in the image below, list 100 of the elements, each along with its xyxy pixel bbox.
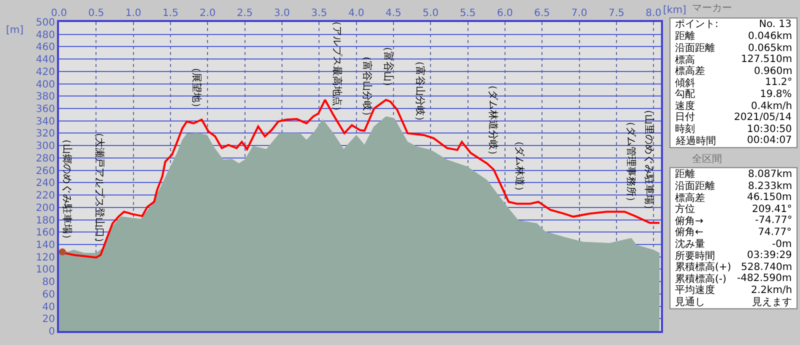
y-tick-label: 480 <box>36 30 55 41</box>
y-tick-label: 120 <box>36 252 55 264</box>
y-tick-label: 440 <box>36 54 55 66</box>
text: 標高差 <box>675 192 705 204</box>
x-tick-label: 7.0 <box>571 8 588 19</box>
text: 見えます <box>752 297 792 308</box>
x-tick-label: 4.5 <box>385 8 402 19</box>
text: 時刻 <box>675 123 695 135</box>
x-tick-label: 6.5 <box>534 8 550 19</box>
x-tick-label: 8.0 <box>646 8 662 19</box>
text: 俯角← <box>675 226 704 238</box>
x-tick-label: 7.5 <box>608 8 624 19</box>
y-tick-label: 340 <box>36 116 55 128</box>
x-tick-label: 6.0 <box>496 8 513 19</box>
text: 沿面距離 <box>675 42 715 54</box>
annotation: （ダム林道分岐） <box>486 80 499 160</box>
text: 平均速度 <box>675 284 715 296</box>
y-tick-label: 160 <box>36 228 55 239</box>
y-tick-label: 60 <box>42 289 55 300</box>
text: 19.8% <box>760 89 792 100</box>
y-tick-label: 460 <box>36 42 55 54</box>
text: 2021/05/14 <box>734 112 792 123</box>
text: 74.77° <box>758 227 792 238</box>
y-tick-label: 180 <box>36 215 55 226</box>
annotation: （山里のめぐみ駐車場） <box>643 104 656 215</box>
y-tick-label: 100 <box>36 264 55 276</box>
x-tick-label: 3.0 <box>274 8 290 19</box>
x-tick-label: 0.5 <box>88 8 104 19</box>
text: 8.087km <box>748 169 792 180</box>
text: 528.740m <box>741 262 792 273</box>
text: 0.4km/h <box>751 101 792 112</box>
text: 2.2km/h <box>751 285 792 296</box>
text: -0m <box>772 239 792 250</box>
annotation: （展望地） <box>190 62 202 112</box>
text: -482.590m <box>737 273 792 284</box>
text: 127.510m <box>741 54 792 65</box>
text: 標高差 <box>675 65 705 77</box>
text: 方位 <box>675 203 695 215</box>
y-axis-title: [m] <box>6 25 24 36</box>
text: ポイント: <box>675 19 718 30</box>
annotation: （アルプス最高地点） <box>331 16 344 116</box>
text: 00:04:07 <box>747 135 792 146</box>
x-tick-label: 5.0 <box>422 8 439 19</box>
annotation: （ダム管理事務所） <box>625 116 638 207</box>
x-tick-label: 5.5 <box>460 8 476 19</box>
y-tick-label: 40 <box>42 302 55 313</box>
annotation: （富谷山分岐） <box>414 56 426 126</box>
text: 8.233km <box>748 181 792 192</box>
text: 所要時間 <box>675 250 715 262</box>
text: 10:30:50 <box>747 124 792 135</box>
text: 標高 <box>675 54 695 66</box>
annotation: （ダム林道） <box>513 136 526 196</box>
text: 全区間 <box>692 153 722 165</box>
y-tick-label: 320 <box>36 128 55 140</box>
y-tick-label: 260 <box>36 166 55 177</box>
y-tick-label: 0 <box>48 326 55 338</box>
annotation: （大瀬戸アルプス登山口） <box>93 128 106 248</box>
y-tick-label: 200 <box>36 202 55 214</box>
y-tick-label: 420 <box>36 66 55 78</box>
annotation: （富谷山） <box>382 42 394 92</box>
annotation: （富谷山分岐） <box>360 51 373 122</box>
text: No. 13 <box>759 19 792 30</box>
x-tick-label: 2.5 <box>236 8 253 19</box>
y-tick-label: 80 <box>42 277 55 288</box>
y-tick-label: 240 <box>36 178 55 190</box>
text: 勾配 <box>675 88 695 100</box>
text: マーカー <box>692 3 732 14</box>
text: 距離 <box>675 168 695 180</box>
y-tick-label: 280 <box>36 153 55 164</box>
y-tick-label: 500 <box>36 18 55 28</box>
x-tick-label: 0.0 <box>51 8 67 19</box>
text: 距離 <box>675 30 695 42</box>
x-tick-label: 1.0 <box>125 8 142 19</box>
y-tick-label: 380 <box>36 92 55 103</box>
text: -74.77° <box>755 215 792 226</box>
text: 俯角→ <box>675 215 704 227</box>
text: 見通し <box>675 296 705 308</box>
x-tick-label: 3.5 <box>311 8 328 19</box>
y-tick-label: 220 <box>36 190 55 202</box>
text: 日付 <box>675 112 695 123</box>
x-axis-title: [km] <box>663 5 686 16</box>
x-tick-label: 4.0 <box>348 8 364 19</box>
text: 11.2° <box>765 77 792 88</box>
text: 209.41° <box>752 204 792 215</box>
y-tick-label: 20 <box>42 314 55 326</box>
text: 累積標高(+) <box>675 261 732 273</box>
text: 沈み量 <box>675 238 705 250</box>
y-tick-label: 400 <box>36 79 55 90</box>
annotation: （山郷のめぐみ駐車場） <box>60 134 73 244</box>
y-tick-label: 360 <box>36 104 55 116</box>
text: 累積標高(-) <box>675 273 727 285</box>
text: 傾斜 <box>675 77 695 89</box>
x-tick-label: 2.0 <box>200 8 216 19</box>
text: 速度 <box>675 100 695 112</box>
x-tick-label: 1.5 <box>162 8 178 19</box>
text: 沿面距離 <box>675 180 715 192</box>
text: 経過時間 <box>675 135 716 147</box>
text: 03:39:29 <box>747 250 792 261</box>
text: 0.960m <box>754 66 792 77</box>
text: 46.150m <box>747 192 792 203</box>
